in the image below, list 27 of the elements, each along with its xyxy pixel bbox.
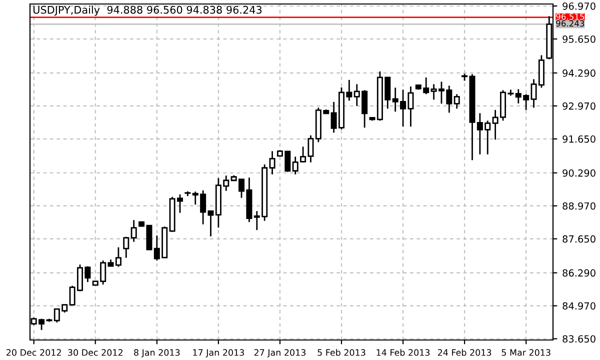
- y-tick-label: 96.970: [562, 2, 596, 10]
- x-tick-label: 24 Feb 2013: [438, 349, 492, 356]
- y-tick-label: 92.970: [562, 102, 596, 110]
- candlestick: [269, 150, 276, 176]
- x-tick-label: 27 Jan 2013: [254, 349, 306, 358]
- ref-line-label: 96.243: [556, 20, 584, 27]
- candlestick: [123, 236, 130, 259]
- candlestick: [454, 93, 460, 110]
- x-tick-label: 14 Feb 2013: [376, 349, 430, 356]
- y-tick-label: 84.970: [562, 302, 596, 310]
- x-tick-label: 17 Jan 2013: [193, 349, 244, 358]
- y-tick-label: 87.650: [562, 235, 596, 243]
- y-tick-label: 90.290: [562, 169, 596, 177]
- x-tick-label: 8 Jan 2013: [134, 349, 180, 358]
- y-tick-label: 88.970: [562, 202, 596, 210]
- y-tick-label: 83.650: [562, 335, 596, 343]
- ref-line-label: 96.515: [556, 13, 584, 20]
- x-tick-label: 20 Dec 2012: [6, 349, 61, 356]
- y-tick-label: 91.650: [562, 135, 596, 143]
- x-tick-label: 5 Feb 2013: [318, 349, 366, 356]
- y-tick-label: 94.290: [562, 69, 596, 77]
- chart-title: USDJPY,Daily 94.888 96.560 94.838 96.243: [34, 6, 262, 16]
- y-tick-label: 86.290: [562, 269, 596, 277]
- candlestick: [130, 219, 137, 243]
- x-tick-label: 30 Dec 2012: [68, 349, 122, 356]
- x-tick-label: 5 Mar 2013: [502, 349, 550, 356]
- y-tick-label: 95.650: [562, 35, 596, 43]
